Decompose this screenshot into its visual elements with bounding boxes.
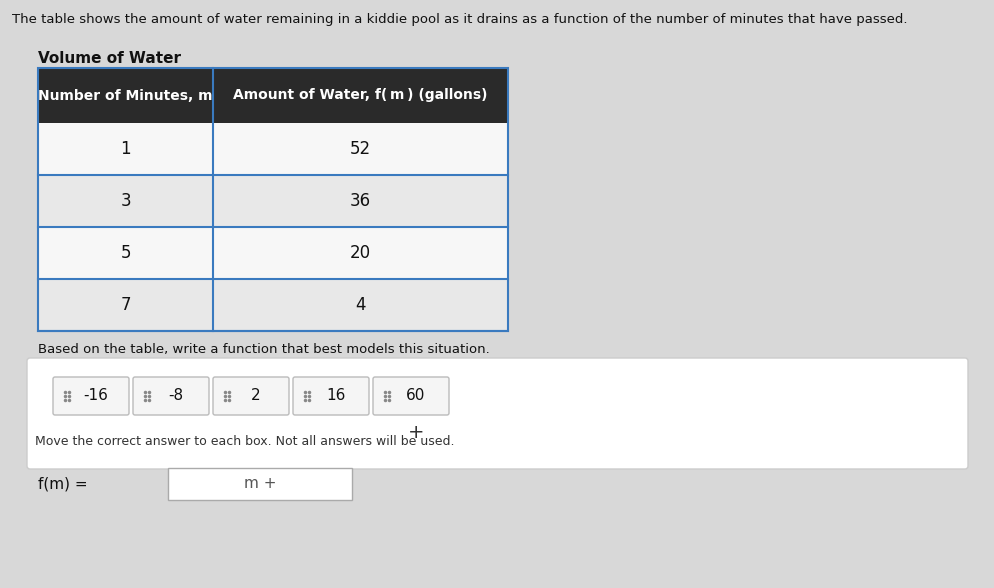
- Text: Move the correct answer to each box. Not all answers will be used.: Move the correct answer to each box. Not…: [35, 435, 454, 448]
- Text: f(m) =: f(m) =: [38, 476, 87, 492]
- Text: Number of Minutes, m: Number of Minutes, m: [38, 89, 213, 102]
- Bar: [38, 279, 508, 331]
- FancyBboxPatch shape: [293, 377, 369, 415]
- Text: 3: 3: [120, 192, 131, 210]
- Text: Amount of Water, f( m ) (gallons): Amount of Water, f( m ) (gallons): [234, 89, 488, 102]
- FancyBboxPatch shape: [168, 468, 352, 500]
- Text: Volume of Water: Volume of Water: [38, 51, 181, 66]
- FancyBboxPatch shape: [133, 377, 209, 415]
- Text: Based on the table, write a function that best models this situation.: Based on the table, write a function tha…: [38, 343, 490, 356]
- FancyBboxPatch shape: [373, 377, 449, 415]
- Text: 36: 36: [350, 192, 371, 210]
- Text: 2: 2: [251, 389, 260, 403]
- Text: 16: 16: [326, 389, 346, 403]
- FancyBboxPatch shape: [53, 377, 129, 415]
- Text: m +: m +: [244, 476, 276, 492]
- Text: 60: 60: [407, 389, 425, 403]
- Bar: [38, 68, 508, 331]
- Text: 52: 52: [350, 140, 371, 158]
- Text: 5: 5: [120, 244, 131, 262]
- Text: +: +: [408, 423, 424, 442]
- Bar: [38, 123, 508, 175]
- Text: 7: 7: [120, 296, 131, 314]
- Text: 20: 20: [350, 244, 371, 262]
- Text: 4: 4: [355, 296, 366, 314]
- Text: -8: -8: [168, 389, 184, 403]
- Text: 1: 1: [120, 140, 131, 158]
- Bar: [38, 68, 508, 123]
- FancyBboxPatch shape: [213, 377, 289, 415]
- Text: The table shows the amount of water remaining in a kiddie pool as it drains as a: The table shows the amount of water rema…: [12, 13, 908, 26]
- Bar: [38, 175, 508, 227]
- Bar: [38, 227, 508, 279]
- Text: -16: -16: [83, 389, 108, 403]
- FancyBboxPatch shape: [27, 358, 968, 469]
